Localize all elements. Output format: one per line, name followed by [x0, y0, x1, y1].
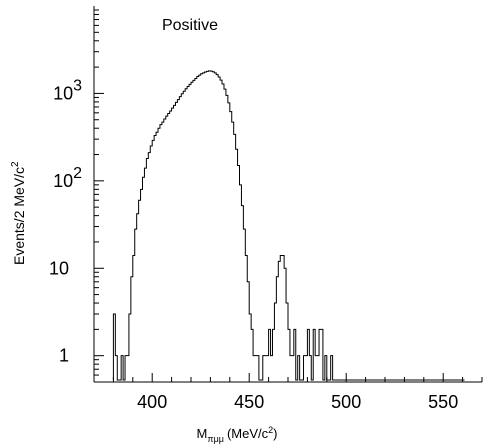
- x-axis-label-main: M: [197, 426, 208, 441]
- x-tick-label: 550: [428, 392, 458, 412]
- x-tick-label: 500: [331, 392, 361, 412]
- tick-marks: [94, 9, 483, 383]
- y-axis-label-main: Events/2 MeV/c: [11, 167, 27, 265]
- y-tick-label: 1: [59, 346, 69, 366]
- x-tick-label: 450: [234, 392, 264, 412]
- x-axis-label-unit: (MeV/c: [227, 426, 269, 441]
- y-tick-label: 102: [53, 165, 82, 191]
- x-tick-label: 400: [137, 392, 167, 412]
- y-tick-label: 10: [49, 258, 69, 278]
- histogram-step-line: [112, 70, 465, 381]
- chart-title: Positive: [162, 17, 218, 34]
- y-axis-label: Events/2 MeV/c2: [10, 161, 27, 265]
- y-tick-label-base: 10: [53, 83, 73, 103]
- y-tick-label-exponent: 3: [73, 77, 82, 94]
- x-axis-label-superscript: 2: [268, 425, 273, 435]
- y-axis-label-superscript: 2: [10, 161, 21, 167]
- x-axis-label-subscript: πμμ: [207, 434, 224, 444]
- y-tick-label-base: 10: [53, 171, 73, 191]
- x-axis-label: Mπμμ (MeV/c2): [197, 425, 278, 444]
- x-axis-label-close: ): [273, 426, 277, 441]
- y-tick-label: 103: [53, 77, 82, 103]
- y-tick-label-exponent: 2: [73, 165, 82, 182]
